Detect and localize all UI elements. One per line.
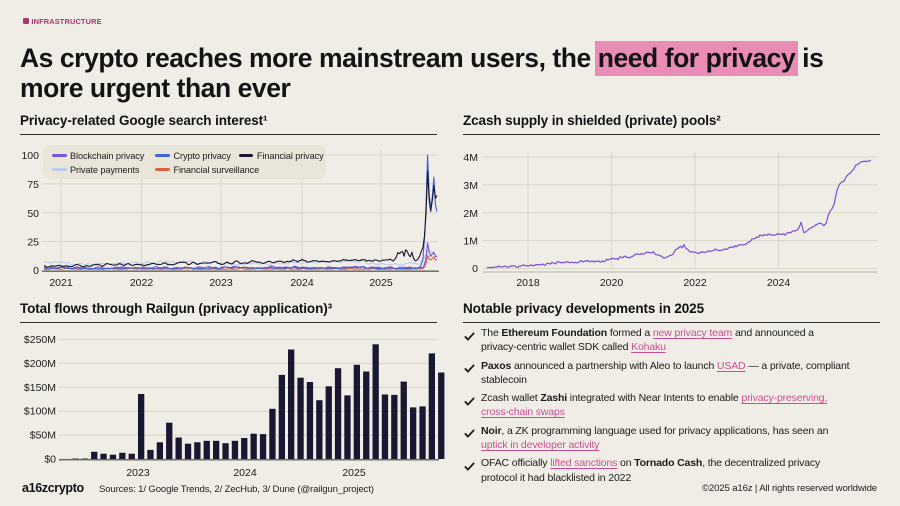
svg-text:$150M: $150M bbox=[24, 382, 56, 394]
svg-text:0: 0 bbox=[472, 263, 478, 275]
svg-text:2025: 2025 bbox=[369, 277, 393, 289]
svg-text:4M: 4M bbox=[463, 152, 478, 164]
svg-text:2024: 2024 bbox=[233, 467, 257, 479]
svg-text:$200M: $200M bbox=[24, 358, 56, 370]
svg-text:3M: 3M bbox=[463, 180, 478, 192]
svg-text:2M: 2M bbox=[463, 208, 478, 220]
svg-text:1M: 1M bbox=[463, 236, 478, 248]
svg-text:2022: 2022 bbox=[683, 277, 707, 289]
svg-text:75: 75 bbox=[27, 179, 39, 191]
svg-text:$250M: $250M bbox=[24, 334, 56, 346]
svg-text:$50M: $50M bbox=[30, 430, 56, 442]
svg-text:25: 25 bbox=[27, 237, 39, 249]
svg-text:2021: 2021 bbox=[49, 277, 73, 289]
svg-text:50: 50 bbox=[27, 208, 39, 220]
svg-text:$100M: $100M bbox=[24, 406, 56, 418]
svg-text:100: 100 bbox=[21, 150, 39, 162]
svg-text:2018: 2018 bbox=[516, 277, 540, 289]
svg-text:2020: 2020 bbox=[600, 277, 624, 289]
svg-text:2022: 2022 bbox=[130, 277, 154, 289]
svg-text:2023: 2023 bbox=[209, 277, 233, 289]
svg-text:2024: 2024 bbox=[290, 277, 314, 289]
svg-text:2023: 2023 bbox=[126, 467, 150, 479]
svg-text:2025: 2025 bbox=[342, 467, 366, 479]
svg-text:0: 0 bbox=[33, 265, 39, 277]
svg-text:$0: $0 bbox=[44, 454, 56, 466]
svg-text:2024: 2024 bbox=[767, 277, 791, 289]
